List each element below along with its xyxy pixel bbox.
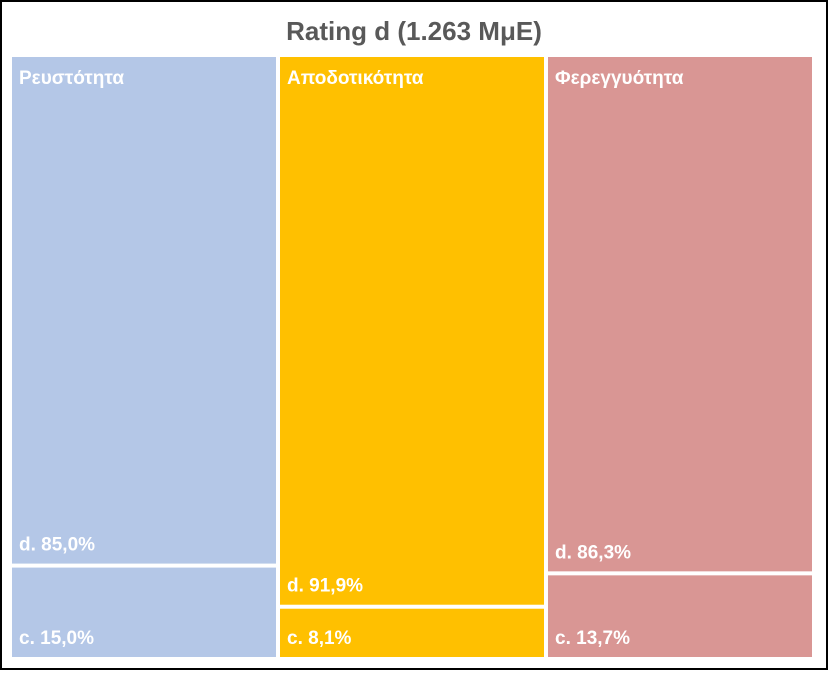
tile-value-label: d. 85,0% [19,535,95,556]
group-label: Ρευστότητα [19,68,124,89]
group-label: Αποδοτικότητα [287,68,424,89]
tile-value-label: c. 13,7% [555,628,630,649]
treemap-group-2: d. 86,3% c. 13,7% Φερεγγυότητα [548,57,812,657]
tile-value-label: d. 91,9% [287,576,363,597]
treemap-tile [12,57,276,564]
treemap-tile [280,608,544,657]
treemap-plot-area: d. 85,0% c. 15,0% Ρευστότητα d. 91,9% c. 8,1… [12,57,812,657]
tile-value-label: c. 8,1% [287,628,352,649]
treemap-tile [280,57,544,605]
tile-value-label: d. 86,3% [555,542,631,563]
treemap-group-1: d. 91,9% c. 8,1% Αποδοτικότητα [280,57,544,657]
tile-value-label: c. 15,0% [19,628,94,649]
group-label: Φερεγγυότητα [555,68,684,89]
chart-title: Rating d (1.263 MμE) [286,16,542,46]
treemap-group-0: d. 85,0% c. 15,0% Ρευστότητα [12,57,276,657]
treemap-tile [548,57,812,572]
treemap-tile [12,567,276,657]
treemap-tile [548,575,812,657]
